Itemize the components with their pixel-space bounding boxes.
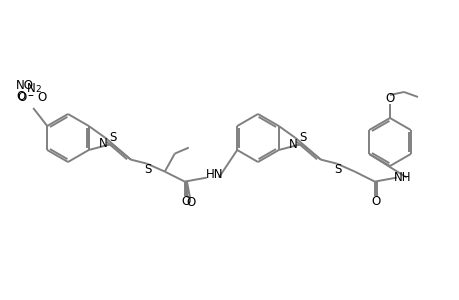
Text: NO: NO — [16, 79, 34, 92]
Text: NH: NH — [393, 171, 411, 184]
Text: S: S — [144, 163, 151, 176]
Text: O: O — [17, 91, 27, 103]
Text: S: S — [109, 130, 116, 143]
Text: O: O — [385, 92, 394, 104]
Text: N: N — [27, 82, 35, 94]
Text: O: O — [37, 91, 46, 103]
Text: O: O — [186, 196, 195, 209]
Text: O: O — [17, 89, 26, 103]
Text: 2: 2 — [35, 85, 41, 94]
Text: HN: HN — [206, 168, 223, 181]
Text: N: N — [99, 136, 108, 149]
Text: O: O — [370, 195, 380, 208]
Text: –: – — [27, 89, 33, 103]
Text: S: S — [333, 163, 341, 176]
Text: O: O — [181, 195, 190, 208]
Text: N: N — [289, 137, 297, 151]
Text: S: S — [298, 130, 306, 143]
